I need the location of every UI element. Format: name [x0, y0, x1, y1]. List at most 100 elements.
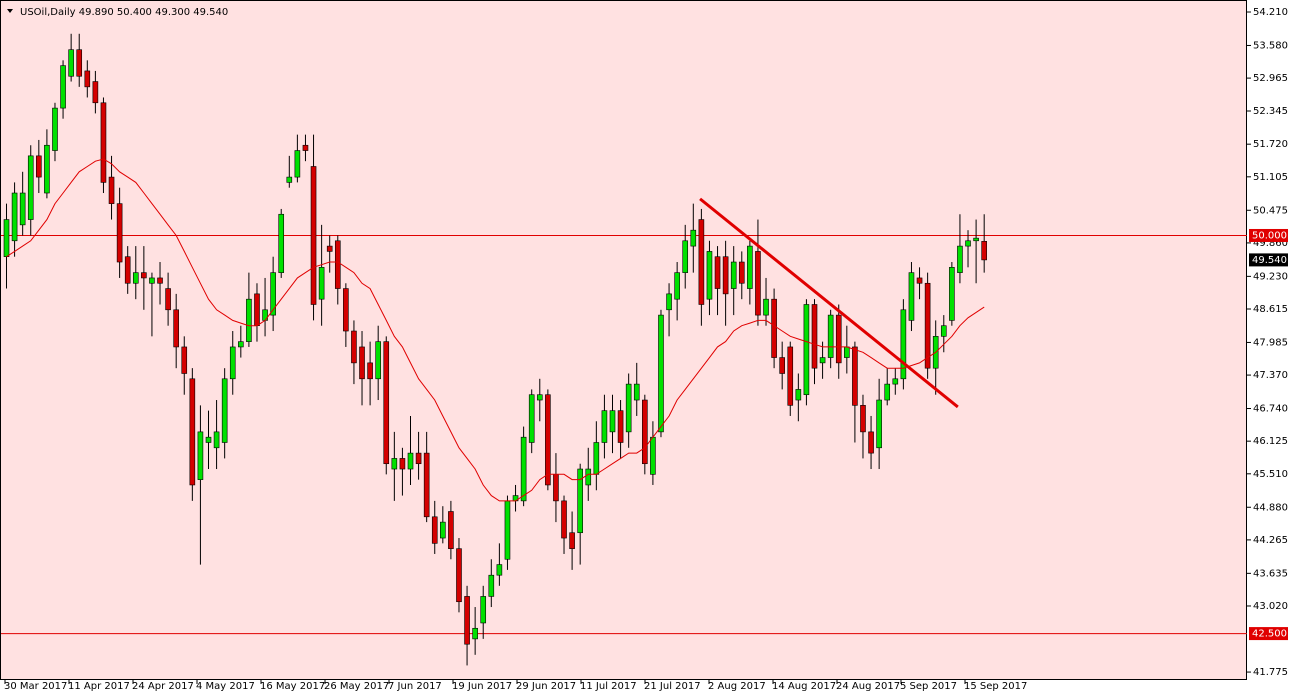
- candle-body: [84, 70, 91, 88]
- y-tick-label: 41.775: [1253, 667, 1288, 678]
- x-tick-label: 21 Jul 2017: [644, 681, 701, 692]
- candle-body: [391, 458, 398, 470]
- candle-body: [334, 240, 341, 289]
- y-tick-label: 43.635: [1253, 568, 1288, 579]
- candle-body: [270, 272, 276, 316]
- candle-body: [528, 394, 535, 443]
- y-tick-label: 51.720: [1253, 139, 1288, 150]
- candle-body: [520, 436, 527, 502]
- candle-body: [124, 256, 131, 284]
- level-label: 50.000: [1252, 230, 1287, 241]
- candle-body: [27, 155, 34, 220]
- candle-body: [213, 431, 220, 449]
- y-tick-label: 44.265: [1253, 535, 1288, 546]
- candle-body: [310, 166, 317, 305]
- x-tick-label: 24 Aug 2017: [836, 681, 900, 692]
- title-arrow: [7, 9, 13, 13]
- y-tick-label: 43.020: [1253, 601, 1288, 612]
- candle-body: [593, 442, 600, 475]
- level-label: 42.500: [1252, 629, 1287, 640]
- y-tick-label: 49.230: [1253, 271, 1288, 282]
- candle-body: [536, 394, 543, 401]
- candle-body: [294, 150, 301, 178]
- x-tick-label: 29 Jun 2017: [516, 681, 576, 692]
- candle-body: [343, 288, 349, 332]
- x-tick-label: 7 Jun 2017: [388, 681, 442, 692]
- candle-body: [141, 272, 147, 279]
- chart-title: USOil,Daily 49.890 50.400 49.300 49.540: [20, 7, 228, 18]
- candle-body: [682, 240, 689, 273]
- candle-body: [771, 298, 777, 358]
- candle-body: [19, 192, 26, 226]
- candle-body: [965, 240, 971, 247]
- candle-body: [423, 452, 430, 518]
- candle-body: [149, 277, 155, 284]
- x-tick-label: 26 May 2017: [324, 681, 389, 692]
- candle-body: [763, 298, 769, 316]
- candle-body: [383, 341, 390, 465]
- x-tick-label: 24 Apr 2017: [132, 681, 194, 692]
- candle-body: [658, 314, 664, 433]
- y-tick-label: 54.210: [1253, 7, 1288, 18]
- candle-body: [569, 532, 575, 549]
- x-tick-label: 14 Aug 2017: [772, 681, 836, 692]
- candle-body: [835, 314, 842, 364]
- y-tick-label: 48.615: [1253, 304, 1288, 315]
- candle-body: [92, 81, 99, 104]
- candle-body: [132, 272, 139, 284]
- candle-body: [11, 192, 18, 242]
- y-tick-label: 47.985: [1253, 337, 1288, 348]
- candle-body: [633, 383, 640, 401]
- candle-body: [76, 49, 83, 77]
- x-tick-label: 16 May 2017: [260, 681, 325, 692]
- candle-body: [108, 176, 115, 204]
- candle-body: [698, 219, 705, 305]
- candle-body: [876, 399, 882, 449]
- candle-body: [197, 431, 204, 480]
- candle-body: [755, 251, 761, 316]
- candle-body: [302, 144, 309, 151]
- candle-body: [779, 357, 785, 374]
- candle-body: [431, 516, 438, 544]
- candle-body: [407, 452, 414, 470]
- candle-body: [60, 65, 66, 109]
- candle-body: [561, 500, 567, 539]
- x-tick-label: 11 Apr 2017: [68, 681, 130, 692]
- trendline: [699, 197, 959, 409]
- y-tick-label: 46.740: [1253, 404, 1288, 415]
- candle-body: [488, 574, 495, 597]
- candle-body: [819, 357, 826, 364]
- last-price-label: 49.540: [1252, 255, 1287, 266]
- candle-body: [165, 288, 171, 311]
- x-tick-label: 30 Mar 2017: [4, 681, 67, 692]
- candle-body: [318, 267, 325, 300]
- candle-body: [884, 383, 891, 401]
- candle-body: [585, 468, 592, 486]
- x-tick-label: 4 May 2017: [196, 681, 255, 692]
- candle-body: [722, 256, 729, 295]
- candle-body: [924, 282, 931, 369]
- candle-body: [415, 452, 422, 465]
- candle-body: [367, 362, 373, 380]
- candle-body: [577, 468, 583, 534]
- level-label-box: [1249, 627, 1288, 641]
- candle-body: [375, 341, 381, 380]
- candle-body: [464, 596, 470, 645]
- candle-body: [787, 346, 794, 406]
- candle-body: [811, 304, 818, 369]
- candle-body: [545, 394, 551, 486]
- candle-body: [456, 548, 462, 603]
- candle-body: [690, 229, 697, 247]
- candle-body: [100, 102, 107, 183]
- candle-body: [852, 346, 858, 406]
- candle-body: [949, 267, 955, 321]
- candle-body: [908, 272, 915, 321]
- candle-body: [714, 256, 721, 289]
- candle-body: [326, 245, 333, 252]
- candle-body: [189, 378, 196, 486]
- candle-body: [617, 410, 624, 443]
- candle-body: [795, 389, 802, 401]
- candle-body: [44, 144, 50, 194]
